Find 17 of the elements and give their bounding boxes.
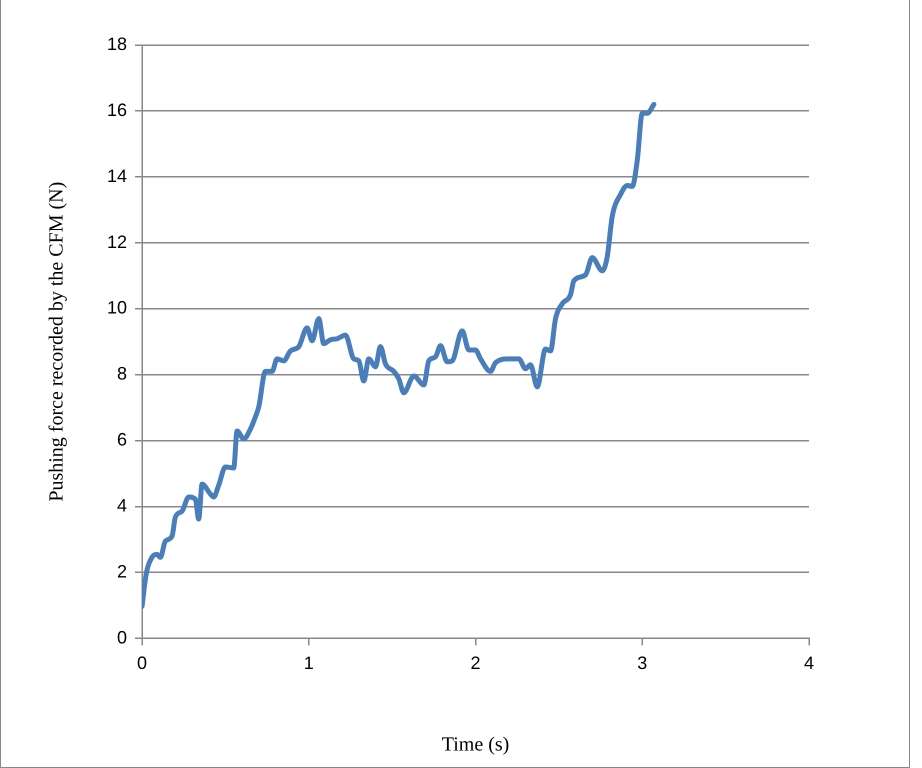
x-axis-title: Time (s) [442,733,510,756]
y-tick-label: 8 [117,364,128,384]
y-tick-label: 0 [117,627,128,648]
y-tick-label: 14 [106,166,128,186]
x-tick-label: 0 [137,653,148,674]
x-tick-label: 3 [637,653,648,674]
y-tick-label: 2 [117,561,128,582]
y-tick-label: 6 [117,430,128,450]
x-tick-label: 2 [470,653,481,674]
x-tick-label: 1 [304,653,314,674]
y-tick-label: 18 [106,34,128,54]
y-tick-label: 16 [106,100,128,120]
y-tick-label: 4 [117,496,128,516]
y-tick-label: 10 [106,298,128,318]
y-tick-label: 12 [106,232,128,252]
y-axis-title: Pushing force recorded by the CFM (N) [45,182,68,502]
x-tick-label: 4 [804,653,814,674]
